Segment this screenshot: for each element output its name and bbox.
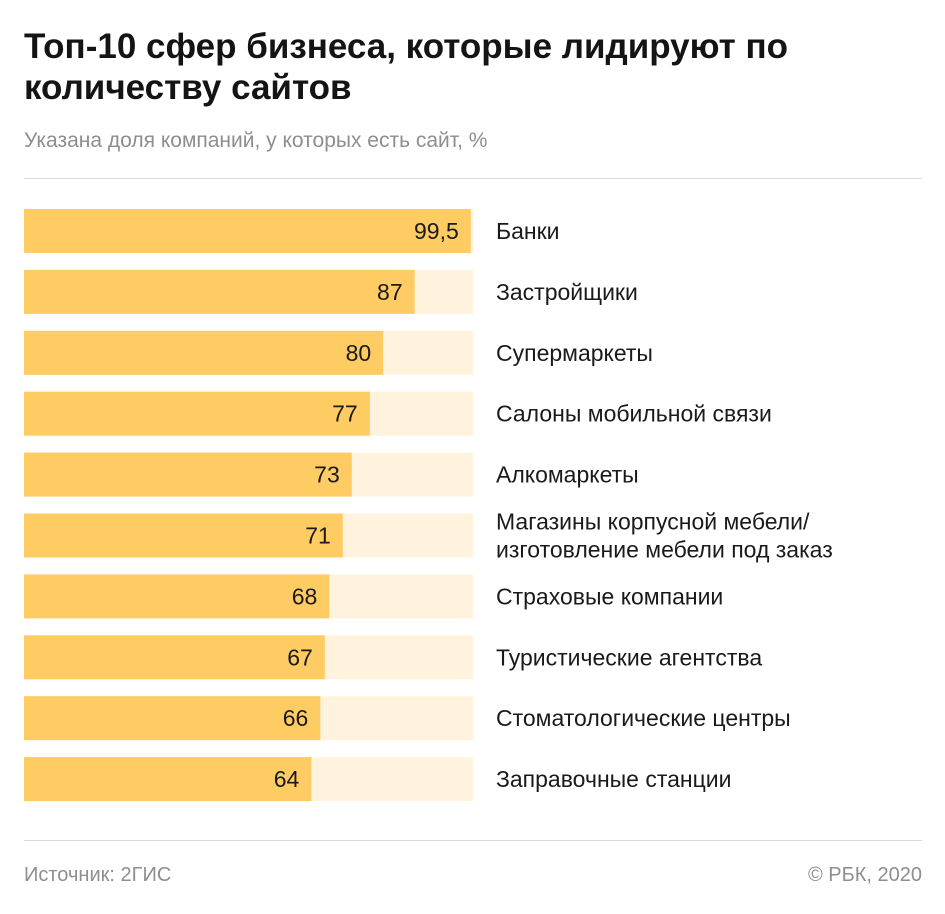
bar-value-label: 99,5 xyxy=(414,218,459,244)
chart-subtitle: Указана доля компаний, у которых есть са… xyxy=(24,129,488,152)
bar-row: 71 Магазины корпусной мебели/изготовление… xyxy=(24,509,833,563)
bar-value-label: 80 xyxy=(346,340,372,366)
bar-chart: 99,5 Банки 87 Застройщики 80 Супермаркеты 77 Са… xyxy=(24,209,833,802)
category-label: Банки xyxy=(496,218,560,244)
bottom-divider xyxy=(24,840,922,841)
bar xyxy=(24,574,330,619)
bar xyxy=(24,269,415,314)
bar-row: 68 Страховые компании xyxy=(24,574,723,619)
bar xyxy=(24,513,343,558)
copyright-note: © РБК, 2020 xyxy=(807,864,922,886)
category-label: Застройщики xyxy=(496,279,638,305)
category-label: Магазины корпусной мебели/изготовление м… xyxy=(496,509,833,563)
bar-value-label: 68 xyxy=(292,583,318,609)
bar-row: 99,5 Банки xyxy=(24,209,560,253)
bar-row: 66 Стоматологические центры xyxy=(24,696,791,741)
category-label: Алкомаркеты xyxy=(496,462,639,488)
bar-value-label: 73 xyxy=(314,462,340,488)
category-label: Стоматологические центры xyxy=(496,705,791,731)
top-divider xyxy=(24,178,922,179)
bar-value-label: 64 xyxy=(274,766,300,792)
bar-row: 73 Алкомаркеты xyxy=(24,452,639,497)
category-label: Заправочные станции xyxy=(496,766,732,792)
source-note: Источник: 2ГИС xyxy=(24,864,172,886)
category-label: Туристические агентства xyxy=(496,644,762,670)
bar xyxy=(24,391,370,436)
bar-row: 77 Салоны мобильной связи xyxy=(24,391,772,436)
bar xyxy=(24,635,325,680)
category-label: Салоны мобильной связи xyxy=(496,401,772,427)
chart-title: Топ-10 сфер бизнеса, которые лидируют по… xyxy=(24,27,789,107)
bar-row: 64 Заправочные станции xyxy=(24,757,732,802)
bar xyxy=(24,452,352,497)
bar-row: 67 Туристические агентства xyxy=(24,635,762,680)
bar xyxy=(24,330,384,375)
bar xyxy=(24,696,321,741)
category-label: Супермаркеты xyxy=(496,340,653,366)
bar-value-label: 71 xyxy=(305,523,331,549)
bar-row: 87 Застройщики xyxy=(24,269,638,314)
bar xyxy=(24,757,312,802)
bar-row: 80 Супермаркеты xyxy=(24,330,653,375)
bar-value-label: 66 xyxy=(283,705,309,731)
bar-value-label: 77 xyxy=(332,401,358,427)
bar-value-label: 67 xyxy=(287,644,313,670)
category-label: Страховые компании xyxy=(496,583,723,609)
bar-value-label: 87 xyxy=(377,279,403,305)
bar xyxy=(24,209,471,253)
